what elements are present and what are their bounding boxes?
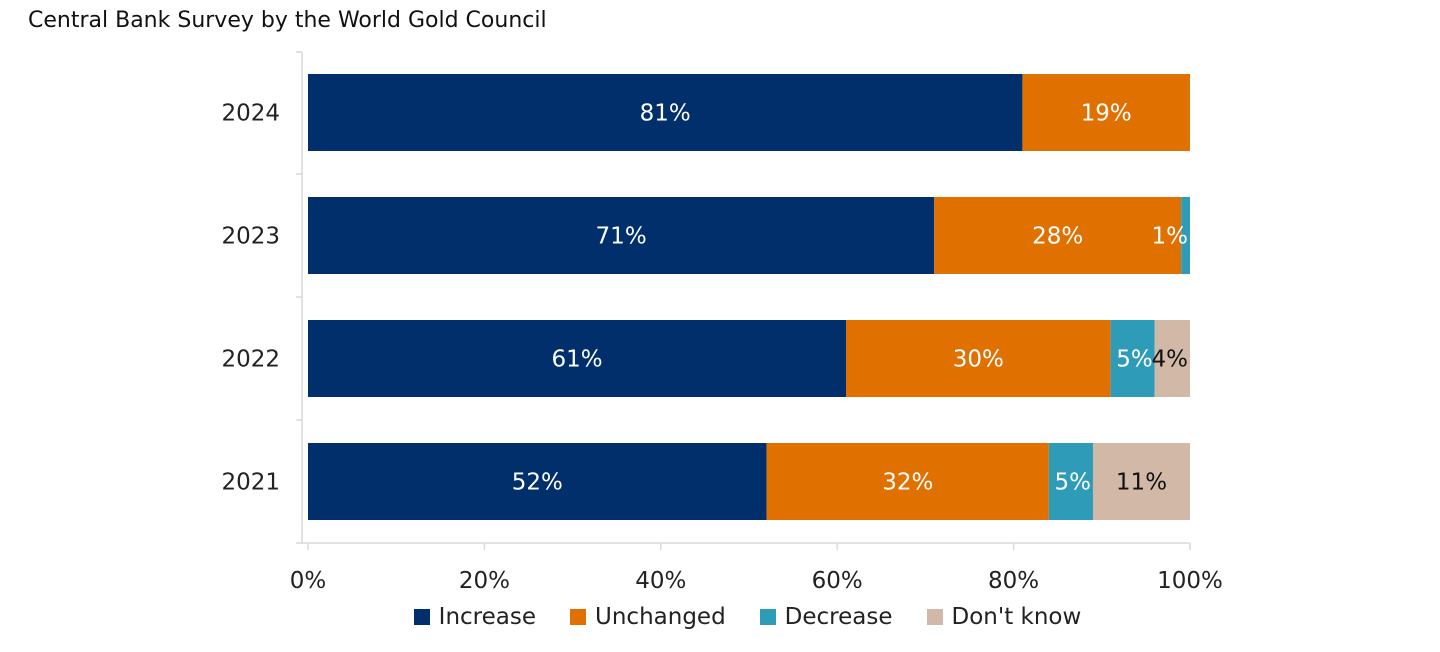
x-tick-label: 0% bbox=[290, 568, 327, 594]
y-tick-label: 2021 bbox=[221, 470, 280, 496]
bar-segment-increase bbox=[308, 320, 847, 397]
data-label: 81% bbox=[640, 101, 691, 127]
y-tick-label: 2023 bbox=[221, 224, 280, 250]
bar-segment-unchanged bbox=[934, 197, 1182, 274]
x-tick-label: 40% bbox=[635, 568, 686, 594]
bar-segment-unchanged bbox=[846, 320, 1111, 397]
y-tick-label: 2024 bbox=[221, 101, 280, 127]
data-label: 52% bbox=[512, 470, 563, 496]
legend-item: Increase bbox=[413, 604, 537, 630]
data-label: 5% bbox=[1054, 470, 1091, 496]
legend-item: Unchanged bbox=[570, 604, 726, 630]
legend-swatch bbox=[570, 609, 587, 625]
data-label: 1% bbox=[1152, 224, 1189, 250]
data-label: 4% bbox=[1152, 347, 1189, 373]
bar-segment-decrease bbox=[1181, 197, 1190, 274]
legend: Increase Unchanged Decrease Don't know bbox=[0, 604, 1440, 630]
x-tick-label: 100% bbox=[1157, 568, 1223, 594]
legend-item: Don't know bbox=[926, 604, 1082, 630]
data-label: 30% bbox=[953, 347, 1004, 373]
legend-label: Increase bbox=[438, 604, 537, 630]
bar-segment-decrease bbox=[1110, 320, 1155, 397]
data-label: 32% bbox=[882, 470, 933, 496]
bar-segment-don-t-know bbox=[1092, 443, 1190, 520]
data-label: 11% bbox=[1116, 470, 1167, 496]
data-label: 71% bbox=[596, 224, 647, 250]
data-label: 5% bbox=[1116, 347, 1153, 373]
legend-label: Decrease bbox=[784, 604, 893, 630]
data-label: 28% bbox=[1032, 224, 1083, 250]
legend-item: Decrease bbox=[759, 604, 893, 630]
bar-segment-increase bbox=[308, 74, 1023, 151]
legend-swatch bbox=[413, 609, 430, 625]
bar-segment-don-t-know bbox=[1154, 320, 1190, 397]
data-label: 61% bbox=[551, 347, 602, 373]
bar-segment-increase bbox=[308, 443, 767, 520]
legend-swatch bbox=[926, 609, 943, 625]
legend-swatch bbox=[759, 609, 776, 625]
bar-segment-decrease bbox=[1048, 443, 1093, 520]
x-tick-label: 60% bbox=[812, 568, 863, 594]
x-tick-label: 80% bbox=[988, 568, 1039, 594]
bar-segment-increase bbox=[308, 197, 935, 274]
bar-segment-unchanged bbox=[766, 443, 1049, 520]
legend-label: Don't know bbox=[951, 604, 1082, 630]
x-tick-label: 20% bbox=[459, 568, 510, 594]
chart-title: Central Bank Survey by the World Gold Co… bbox=[28, 8, 547, 33]
legend-label: Unchanged bbox=[595, 604, 726, 630]
bar-segment-unchanged bbox=[1022, 74, 1190, 151]
y-tick-label: 2022 bbox=[221, 347, 280, 373]
data-label: 19% bbox=[1081, 101, 1132, 127]
